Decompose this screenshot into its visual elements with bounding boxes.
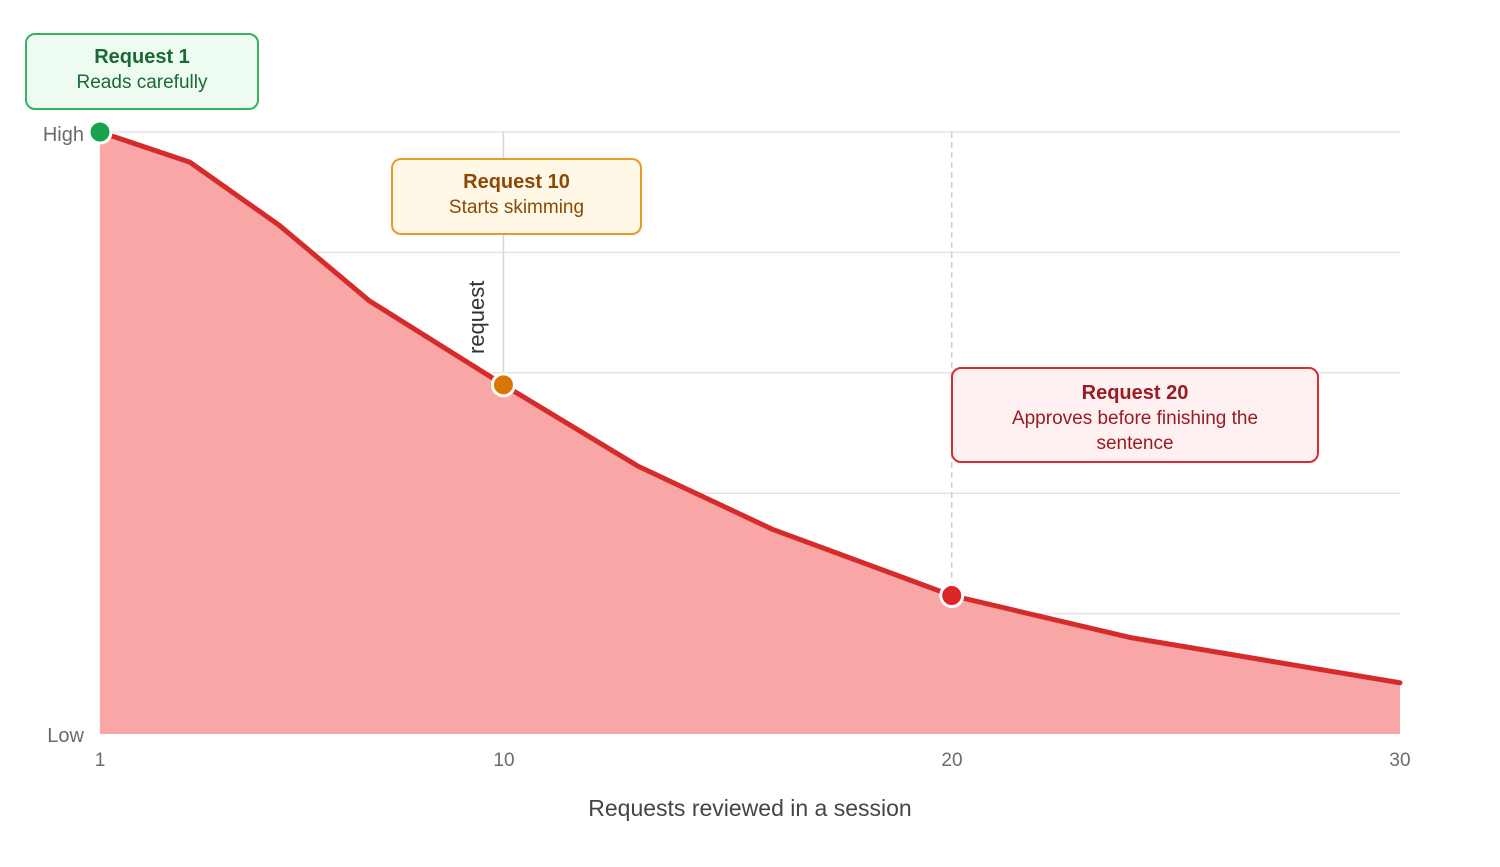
y-tick-high: High: [43, 124, 84, 146]
annotation-text: Approves before finishing the sentence: [1011, 408, 1259, 454]
marker-point-1: [87, 119, 113, 145]
annotation-request-10: Request 10 Starts skimming: [391, 158, 642, 235]
annotation-title: Request 10: [463, 171, 570, 193]
area-fill: [100, 132, 1400, 734]
y-tick-low: Low: [47, 725, 84, 747]
y-axis-label: request: [464, 281, 489, 354]
x-tick-1: 1: [95, 750, 106, 771]
x-tick-20: 20: [941, 750, 962, 771]
x-tick-30: 30: [1389, 750, 1410, 771]
annotation-title: Request 1: [94, 46, 190, 68]
markers: [87, 119, 965, 609]
annotation-text: Reads carefully: [76, 72, 208, 93]
annotation-text: Starts skimming: [448, 197, 585, 218]
marker-point-10: [490, 372, 516, 398]
series-line: [97, 129, 1403, 686]
x-tick-10: 10: [493, 750, 514, 771]
marker-point-20: [939, 583, 965, 609]
annotation-request-20: Request 20 Approves before finishing the…: [951, 367, 1319, 463]
x-axis-label: Requests reviewed in a session: [588, 795, 911, 821]
annotation-request-1: Request 1 Reads carefully: [25, 33, 259, 110]
annotation-title: Request 20: [1081, 382, 1189, 404]
